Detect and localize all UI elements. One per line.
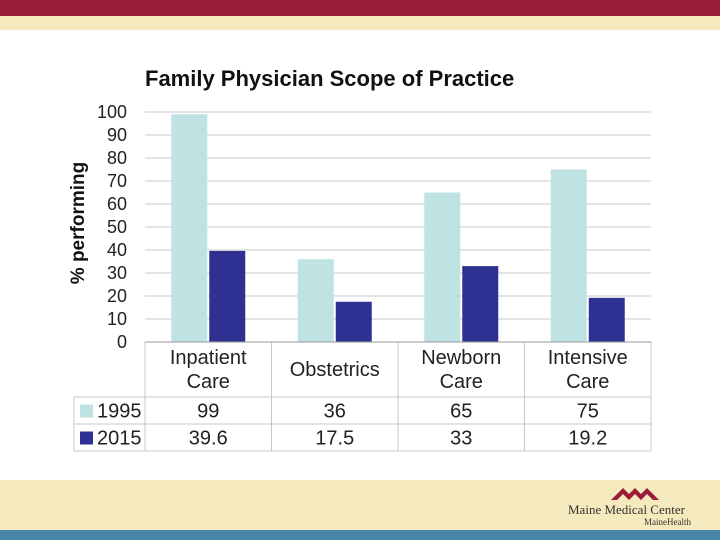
y-tick-label: 90 (107, 125, 127, 145)
category-label: Care (566, 371, 609, 393)
y-tick-label: 60 (107, 194, 127, 214)
y-tick-label: 10 (107, 309, 127, 329)
category-label: Care (440, 371, 483, 393)
y-tick-label: 100 (97, 102, 127, 122)
bar-2015-1 (335, 301, 372, 342)
category-label: Intensive (548, 347, 628, 369)
data-value-1995-1: 36 (324, 401, 346, 423)
y-tick-label: 0 (117, 332, 127, 352)
y-tick-label: 70 (107, 171, 127, 191)
bar-chart: 0 10 20 30 40 50 60 70 80 90 100 % performing Inpati… (68, 102, 652, 452)
category-label: Obstetrics (290, 359, 380, 381)
top-accent-bar (0, 0, 720, 16)
footer-line (0, 530, 720, 540)
y-tick-label: 20 (107, 286, 127, 306)
logo-roof-icon (611, 488, 659, 500)
data-value-2015-1: 17.5 (315, 428, 354, 450)
category-label: Inpatient (170, 347, 247, 369)
data-value-2015-2: 33 (450, 428, 472, 450)
logo-subtitle: MaineHealth (644, 517, 691, 527)
footer-band (0, 480, 720, 530)
bar-1995-0 (171, 114, 208, 342)
bar-2015-2 (462, 266, 499, 342)
maine-medical-center-logo: Maine Medical Center MaineHealth (556, 484, 716, 528)
data-value-1995-0: 99 (197, 401, 219, 423)
data-value-1995-2: 65 (450, 401, 472, 423)
chart-title: Family Physician Scope of Practice (145, 66, 515, 91)
data-value-2015-3: 19.2 (568, 428, 607, 450)
category-label: Newborn (421, 347, 501, 369)
y-tick-label: 30 (107, 263, 127, 283)
bar-2015-0 (209, 250, 246, 342)
y-tick-label: 50 (107, 217, 127, 237)
category-label: Care (187, 371, 230, 393)
y-tick-label: 80 (107, 148, 127, 168)
y-axis-label: % performing (68, 162, 89, 284)
legend-label-2015: 2015 (97, 428, 142, 450)
y-tick-label: 40 (107, 240, 127, 260)
legend-key-1995 (80, 404, 93, 418)
data-value-2015-0: 39.6 (189, 428, 228, 450)
bar-2015-3 (588, 297, 625, 342)
bar-1995-1 (297, 259, 334, 342)
top-beige-band (0, 16, 720, 30)
legend-key-2015 (80, 431, 93, 445)
bar-1995-3 (550, 169, 587, 342)
logo-name: Maine Medical Center (568, 502, 685, 517)
legend-label-1995: 1995 (97, 401, 142, 423)
data-value-1995-3: 75 (577, 401, 599, 423)
bar-1995-2 (424, 192, 461, 342)
